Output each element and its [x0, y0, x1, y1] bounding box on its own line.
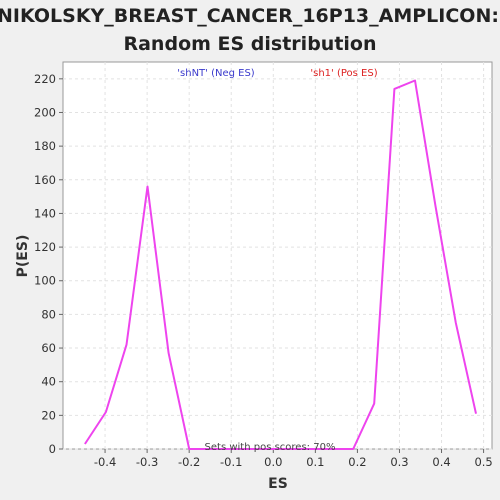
x-tick-label: 0.0	[264, 455, 282, 469]
x-tick-label: 0.1	[306, 455, 324, 469]
y-tick-label: 20	[41, 408, 56, 422]
x-tick-label: 0.5	[474, 455, 492, 469]
y-tick-label: 40	[41, 375, 56, 389]
y-tick-label: 60	[41, 341, 56, 355]
y-tick-label: 160	[34, 173, 56, 187]
chart-title-line-2: Random ES distribution	[123, 33, 376, 55]
series-layer	[84, 79, 477, 450]
x-tick-label: -0.1	[220, 455, 242, 469]
legend-item-neg: 'shNT' (Neg ES)	[177, 68, 255, 79]
x-axis-ticks: -0.4 -0.3 -0.2 -0.1 0.0 0.1 0.2 0.3 0.4 0.5	[94, 449, 493, 469]
x-tick-label: 0.3	[390, 455, 408, 469]
x-tick-label: -0.3	[136, 455, 158, 469]
legend-item-pos: 'sh1' (Pos ES)	[310, 68, 377, 79]
y-tick-label: 200	[34, 105, 56, 119]
y-axis-label: P(ES)	[15, 235, 31, 278]
es-distribution-line	[84, 79, 477, 450]
x-tick-label: 0.4	[432, 455, 450, 469]
grid-lines	[63, 62, 492, 450]
x-axis-label: ES	[268, 476, 288, 492]
x-tick-label: -0.4	[94, 455, 116, 469]
plot-area	[62, 61, 493, 450]
y-tick-label: 220	[34, 72, 56, 86]
y-tick-label: 0	[49, 442, 56, 456]
y-tick-label: 120	[34, 240, 56, 254]
y-tick-label: 80	[41, 307, 56, 321]
y-tick-label: 100	[34, 274, 56, 288]
pos-scores-annotation: Sets with pos scores: 70%	[205, 442, 336, 453]
chart-title-line-1: NIKOLSKY_BREAST_CANCER_16P13_AMPLICON:	[0, 5, 499, 27]
y-tick-label: 140	[34, 206, 56, 220]
x-tick-label: -0.2	[178, 455, 200, 469]
x-tick-label: 0.2	[348, 455, 366, 469]
y-tick-label: 180	[34, 139, 56, 153]
y-axis-ticks: 0 20 40 60 80 100 120 140 160 180 200 220	[34, 72, 63, 456]
